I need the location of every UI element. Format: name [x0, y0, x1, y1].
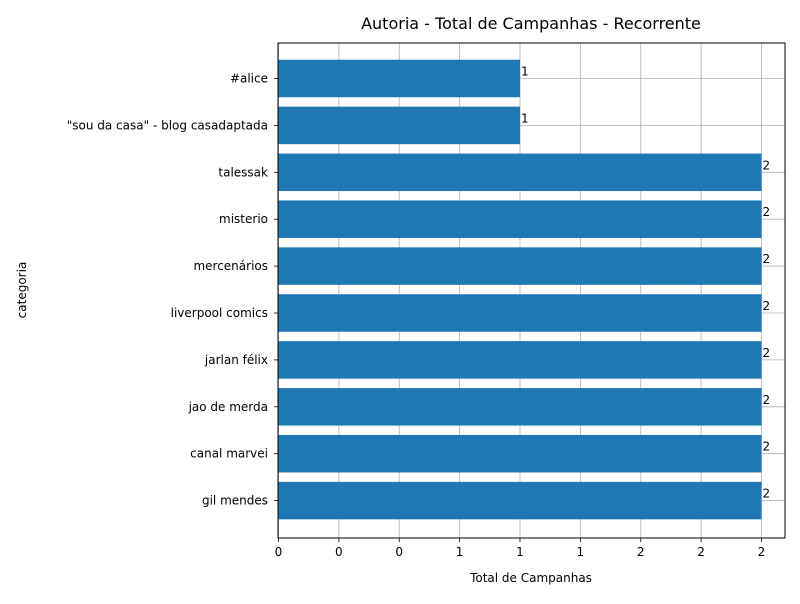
data-labels: 1 1 2 2 2 2 2 2 2 2 [521, 65, 770, 501]
x-tick-label: 1 [516, 545, 524, 559]
x-tick-label: 2 [697, 545, 705, 559]
x-tick-label: 2 [758, 545, 766, 559]
chart-title: Autoria - Total de Campanhas - Recorrent… [361, 14, 701, 33]
y-tick-label: gil mendes [202, 494, 268, 508]
y-tick-label: jarlan félix [204, 353, 268, 367]
bar [278, 481, 762, 520]
bar [278, 247, 762, 285]
data-label: 2 [763, 440, 771, 454]
data-label: 2 [763, 393, 771, 407]
data-label: 2 [763, 487, 771, 501]
data-label: 2 [763, 252, 771, 266]
y-tick-label: liverpool comics [171, 306, 268, 320]
x-axis-ticks: 0 0 0 1 1 1 2 2 2 [275, 538, 766, 559]
data-label: 2 [763, 299, 771, 313]
x-tick-label: 0 [395, 545, 403, 559]
data-label: 1 [521, 65, 529, 79]
bar [278, 341, 762, 379]
y-tick-label: misterio [219, 212, 268, 226]
y-tick-label: canal marvei [190, 447, 268, 461]
data-label: 1 [521, 111, 529, 125]
bar [278, 294, 762, 332]
x-tick-label: 0 [335, 545, 343, 559]
plot-frame [277, 42, 786, 539]
bar [278, 388, 762, 426]
bar [278, 200, 762, 238]
data-label: 2 [763, 346, 771, 360]
y-tick-label: "sou da casa" - blog casadaptada [67, 118, 268, 132]
y-tick-label: jao de merda [188, 400, 268, 414]
bar [278, 106, 520, 145]
bars [278, 59, 762, 520]
y-tick-label: #alice [230, 72, 268, 86]
x-axis-label: Total de Campanhas [469, 571, 592, 585]
bar [278, 59, 520, 98]
x-tick-label: 1 [456, 545, 464, 559]
bar [278, 153, 762, 192]
y-tick-label: talessak [218, 165, 268, 179]
data-label: 2 [763, 158, 771, 172]
data-label: 2 [763, 205, 771, 219]
x-tick-label: 0 [275, 545, 283, 559]
y-axis-ticks: #alice "sou da casa" - blog casadaptada ta… [67, 72, 278, 508]
bar [278, 434, 762, 473]
y-tick-label: mercenários [193, 259, 268, 273]
y-axis-label: categoria [15, 262, 29, 319]
x-tick-label: 1 [577, 545, 585, 559]
x-tick-label: 2 [637, 545, 645, 559]
